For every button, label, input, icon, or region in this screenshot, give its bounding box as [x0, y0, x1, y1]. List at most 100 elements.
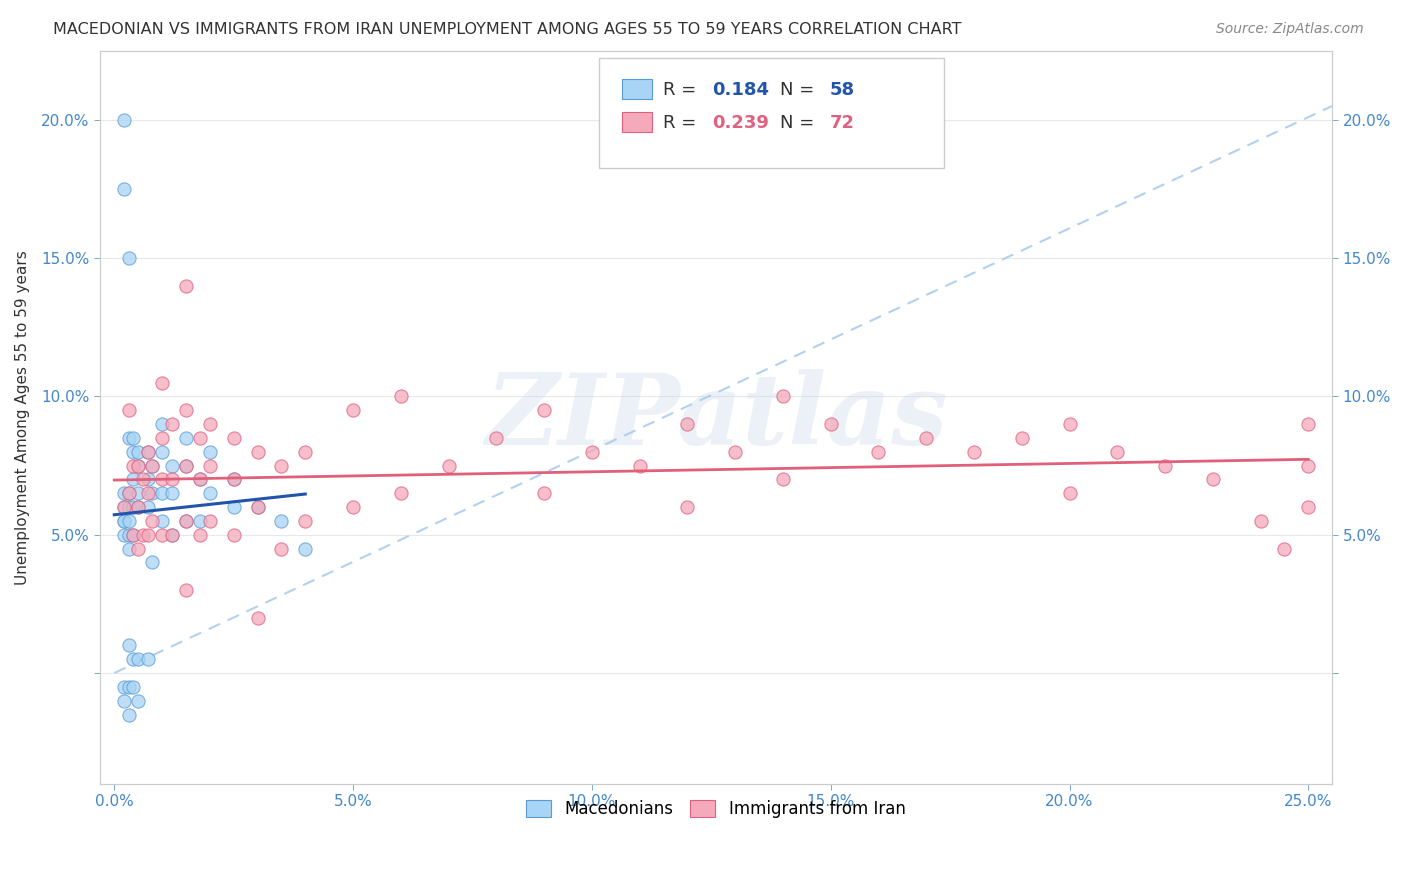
Point: [122, 500, 145, 515]
Point: [150, 431, 173, 445]
Point: [174, 514, 197, 528]
Point: [1202, 472, 1225, 486]
Point: [112, 500, 135, 515]
Point: [160, 486, 183, 500]
Point: [122, 431, 145, 445]
Point: [122, 472, 145, 486]
Point: [1298, 458, 1320, 473]
Point: [160, 528, 183, 542]
Point: [1274, 541, 1296, 556]
Point: [150, 486, 173, 500]
Point: [117, 251, 139, 265]
Point: [136, 500, 159, 515]
Point: [246, 500, 269, 515]
Point: [160, 472, 183, 486]
Point: [222, 500, 245, 515]
Point: [246, 500, 269, 515]
Point: [294, 444, 316, 458]
Point: [127, 444, 149, 458]
Point: [160, 417, 183, 431]
Point: [150, 417, 173, 431]
Point: [915, 431, 938, 445]
Point: [117, 680, 139, 694]
Point: [1011, 431, 1033, 445]
Point: [141, 486, 163, 500]
Point: [188, 472, 211, 486]
Point: [122, 458, 145, 473]
Point: [150, 514, 173, 528]
Point: [222, 472, 245, 486]
Y-axis label: Unemployment Among Ages 55 to 59 years: Unemployment Among Ages 55 to 59 years: [15, 250, 30, 584]
FancyBboxPatch shape: [599, 58, 943, 168]
Point: [117, 528, 139, 542]
Point: [724, 444, 747, 458]
Point: [112, 694, 135, 708]
Point: [136, 652, 159, 666]
Point: [112, 514, 135, 528]
Point: [222, 528, 245, 542]
Point: [1107, 444, 1129, 458]
Point: [294, 514, 316, 528]
Point: [437, 458, 460, 473]
Point: [1250, 514, 1272, 528]
Point: [117, 541, 139, 556]
Text: 58: 58: [830, 80, 855, 98]
Point: [174, 403, 197, 417]
Text: 0.239: 0.239: [713, 113, 769, 131]
Point: [117, 486, 139, 500]
Point: [389, 389, 412, 403]
Point: [676, 500, 699, 515]
Point: [1154, 458, 1177, 473]
Point: [127, 458, 149, 473]
Point: [485, 431, 508, 445]
Point: [122, 680, 145, 694]
Point: [389, 486, 412, 500]
Text: 0.184: 0.184: [713, 80, 769, 98]
Point: [112, 680, 135, 694]
Point: [150, 444, 173, 458]
Point: [246, 444, 269, 458]
FancyBboxPatch shape: [623, 79, 652, 99]
Point: [122, 528, 145, 542]
Point: [141, 514, 163, 528]
Point: [294, 541, 316, 556]
Point: [820, 417, 842, 431]
Point: [628, 458, 651, 473]
Point: [198, 486, 221, 500]
Point: [963, 444, 986, 458]
Point: [150, 472, 173, 486]
Point: [581, 444, 603, 458]
Point: [270, 514, 292, 528]
Point: [270, 458, 292, 473]
Legend: Macedonians, Immigrants from Iran: Macedonians, Immigrants from Iran: [519, 792, 914, 827]
Point: [188, 472, 211, 486]
Point: [141, 556, 163, 570]
Point: [117, 403, 139, 417]
Point: [772, 389, 794, 403]
Point: [127, 486, 149, 500]
Point: [112, 182, 135, 196]
Point: [533, 403, 555, 417]
Point: [122, 444, 145, 458]
Point: [246, 611, 269, 625]
Point: [132, 528, 155, 542]
FancyBboxPatch shape: [623, 112, 652, 132]
Point: [772, 472, 794, 486]
Point: [160, 528, 183, 542]
Point: [533, 486, 555, 500]
Point: [127, 500, 149, 515]
Point: [1298, 500, 1320, 515]
Text: 72: 72: [830, 113, 855, 131]
Text: R =: R =: [664, 113, 702, 131]
Point: [174, 583, 197, 598]
Point: [136, 444, 159, 458]
Point: [174, 278, 197, 293]
Point: [868, 444, 890, 458]
Point: [1059, 486, 1081, 500]
Point: [122, 528, 145, 542]
Point: [198, 444, 221, 458]
Point: [127, 694, 149, 708]
Point: [222, 431, 245, 445]
Text: Source: ZipAtlas.com: Source: ZipAtlas.com: [1216, 22, 1364, 37]
Point: [127, 458, 149, 473]
